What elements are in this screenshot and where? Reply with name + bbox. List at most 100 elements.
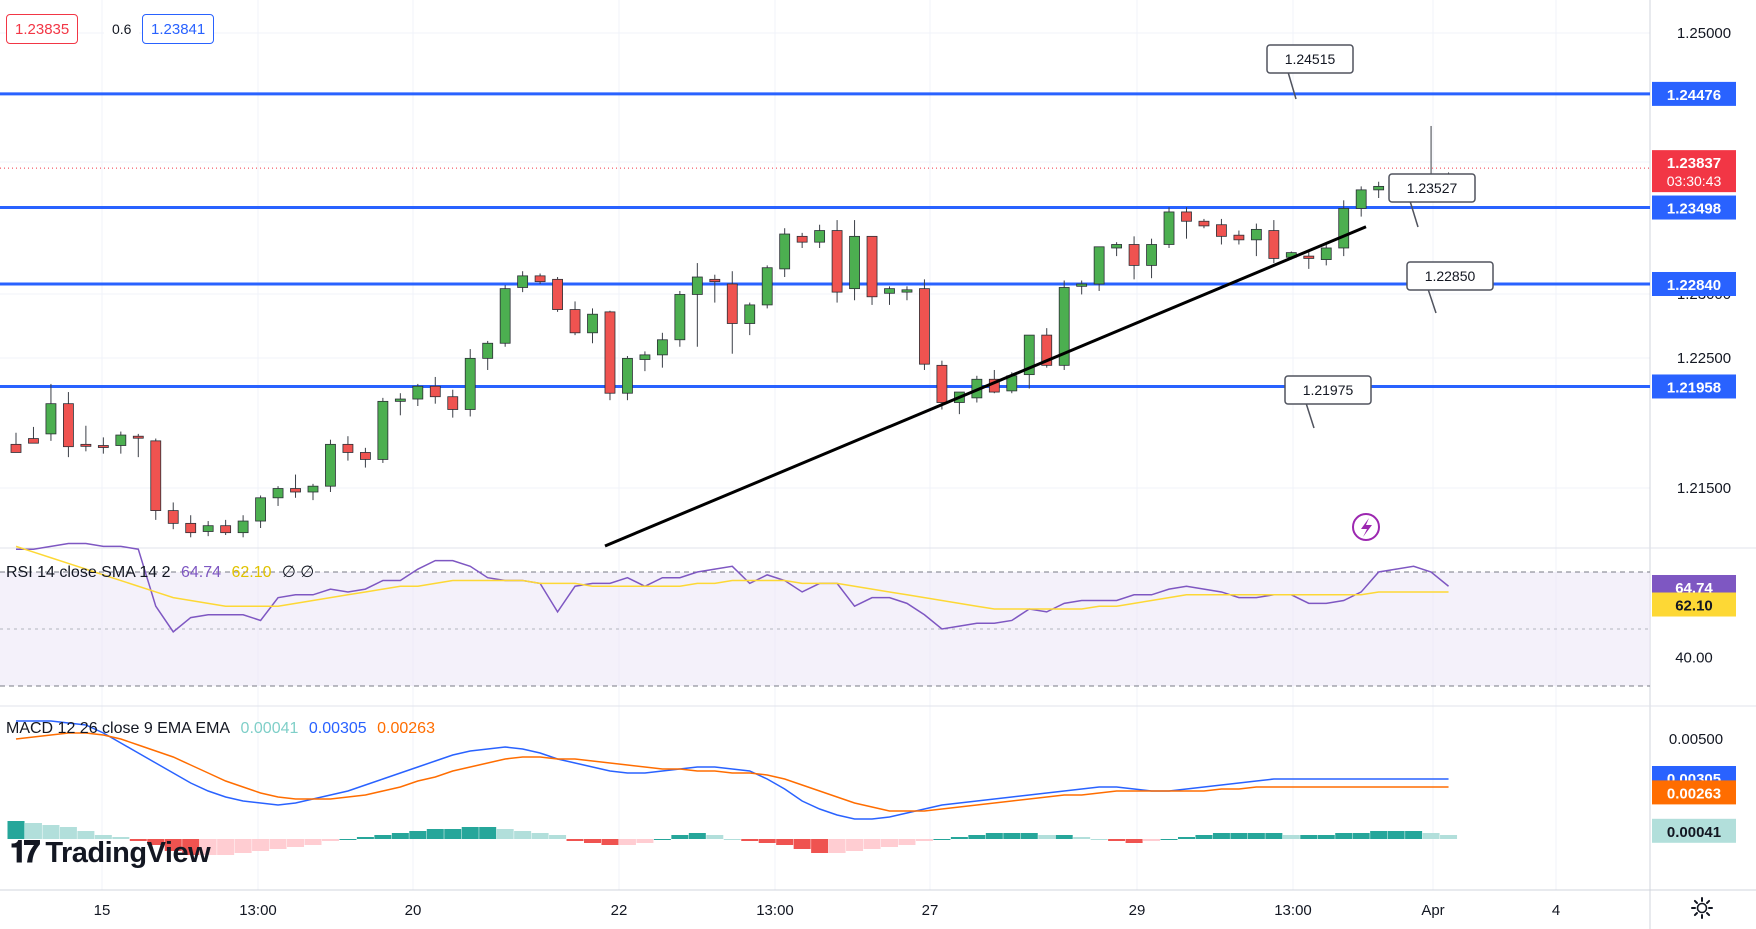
price-axis[interactable]: 1.250001.240001.230001.225001.215001.244… <box>1652 25 1736 843</box>
candle-body <box>936 364 948 403</box>
candle-body <box>63 403 74 448</box>
price-tick-label: 1.22500 <box>1677 350 1731 367</box>
time-axis[interactable]: 15 13:00 20 22 13:00 27 29 13:00 Apr 4 <box>94 902 1561 919</box>
candle-body <box>45 403 57 435</box>
level-price-label: 1.23498 <box>1667 201 1721 218</box>
macd-histogram-bar <box>671 835 689 839</box>
macd-histogram-bar <box>182 839 200 855</box>
candle-body <box>517 275 529 288</box>
candle-body <box>726 283 738 324</box>
lightning-icon-ring <box>1352 513 1380 541</box>
candle-body <box>202 525 214 532</box>
lightning-icon <box>1352 513 1380 541</box>
macd-histogram-bar <box>653 839 671 840</box>
support-trendline[interactable] <box>604 225 1367 548</box>
candle-body <box>884 288 895 294</box>
candle-body <box>429 385 441 398</box>
macd-histogram-bar <box>933 839 951 840</box>
candle-body <box>1163 211 1175 245</box>
current-price-label: 1.23837 <box>1667 155 1721 172</box>
tradingview-logo[interactable]: 𝟏𝟕 TradingView <box>10 836 211 870</box>
rsi-pane <box>0 542 1650 687</box>
ask-price-box[interactable]: 1.23841 <box>142 14 215 44</box>
macd-signal-label: 0.00263 <box>1667 785 1721 802</box>
macd-histogram-bar <box>898 839 916 845</box>
macd-histogram-bar <box>881 839 898 847</box>
callout-box <box>1388 173 1476 203</box>
macd-histogram-bar <box>846 839 864 851</box>
macd-histogram-bar <box>1055 835 1073 839</box>
macd-histogram-bar <box>549 835 567 839</box>
rsi-legend[interactable]: RSI 14 close SMA 14 2 64.74 62.10 ∅ ∅ <box>6 562 320 582</box>
macd-histogram-bar <box>1247 833 1265 839</box>
macd-histogram-bar <box>1090 839 1108 840</box>
horizontal-levels[interactable] <box>0 92 1650 388</box>
candle-body <box>761 267 773 306</box>
candle-body <box>709 278 721 283</box>
time-tick-label: 29 <box>1129 902 1146 919</box>
rsi-value: 64.74 <box>180 564 222 581</box>
candle-body <box>1111 244 1123 249</box>
rsi-extra: ∅ ∅ <box>281 564 315 581</box>
callout-box <box>1406 261 1494 291</box>
macd-histogram-bar <box>409 831 427 839</box>
macd-pane <box>7 720 1458 855</box>
candle-body <box>464 357 476 410</box>
candle-body <box>377 400 389 460</box>
macd-histogram-bar <box>339 839 357 840</box>
candle-body <box>447 396 459 410</box>
candle-body <box>622 357 633 394</box>
price-tick-label: 1.25000 <box>1677 25 1731 42</box>
callout-pointer <box>1287 71 1297 100</box>
macd-histogram-bar <box>1003 833 1021 839</box>
current-price-tag <box>1652 150 1736 193</box>
spread-value: 0.6 <box>104 14 140 44</box>
macd-histogram-bar <box>164 839 182 851</box>
candle-body <box>849 235 860 290</box>
macd-legend[interactable]: MACD 12 26 close 9 EMA EMA 0.00041 0.003… <box>6 720 441 738</box>
candle-body <box>552 278 563 310</box>
macd-histogram-bar <box>1405 831 1423 839</box>
time-tick-label: 20 <box>405 902 422 919</box>
macd-histogram-bar <box>234 839 252 853</box>
macd-histogram-bar <box>1370 831 1388 839</box>
logo-text: TradingView <box>45 836 211 869</box>
price-callouts[interactable]: 1.24515 1.23527 1.22850 1.21975 <box>1266 44 1494 541</box>
macd-histogram-bar <box>828 839 846 853</box>
grid-lines <box>0 0 1650 890</box>
candle-body <box>901 289 913 293</box>
macd-signal-line <box>15 732 1449 812</box>
candle-body <box>534 275 546 283</box>
macd-histogram-bar <box>479 827 497 839</box>
macd-histogram-bar <box>1177 837 1195 839</box>
macd-histogram-bar <box>304 839 322 845</box>
macd-hist-label: 0.00041 <box>1667 824 1721 841</box>
candle-body <box>866 235 878 298</box>
macd-histogram-bar <box>618 839 636 845</box>
macd-histogram-bar <box>217 839 235 855</box>
macd-histogram-bar <box>706 835 724 839</box>
candle-body <box>394 398 406 402</box>
macd-histogram-bar <box>1265 833 1283 839</box>
candle-body <box>237 520 249 534</box>
settings-gear-icon[interactable] <box>1690 896 1714 920</box>
macd-histogram-bar <box>426 829 444 839</box>
candle-body <box>115 434 127 446</box>
candle-body <box>831 230 843 293</box>
candle-body <box>28 438 39 444</box>
callout-label: 1.23527 <box>1407 180 1458 196</box>
candle-body <box>342 443 354 453</box>
callout-label: 1.22850 <box>1425 268 1476 284</box>
candle-body <box>325 443 336 487</box>
level-price-tag <box>1652 81 1736 106</box>
macd-histogram-bar <box>688 833 706 839</box>
macd-histogram-bar <box>950 837 968 839</box>
macd-histogram-bar <box>7 821 25 839</box>
macd-histogram-bar <box>1422 833 1440 839</box>
bid-price-box[interactable]: 1.23835 <box>6 14 79 44</box>
time-tick-label: 27 <box>922 902 939 919</box>
macd-signal-tag <box>1652 780 1736 805</box>
macd-histogram-bar <box>1038 835 1056 839</box>
candle-body <box>1268 230 1280 259</box>
